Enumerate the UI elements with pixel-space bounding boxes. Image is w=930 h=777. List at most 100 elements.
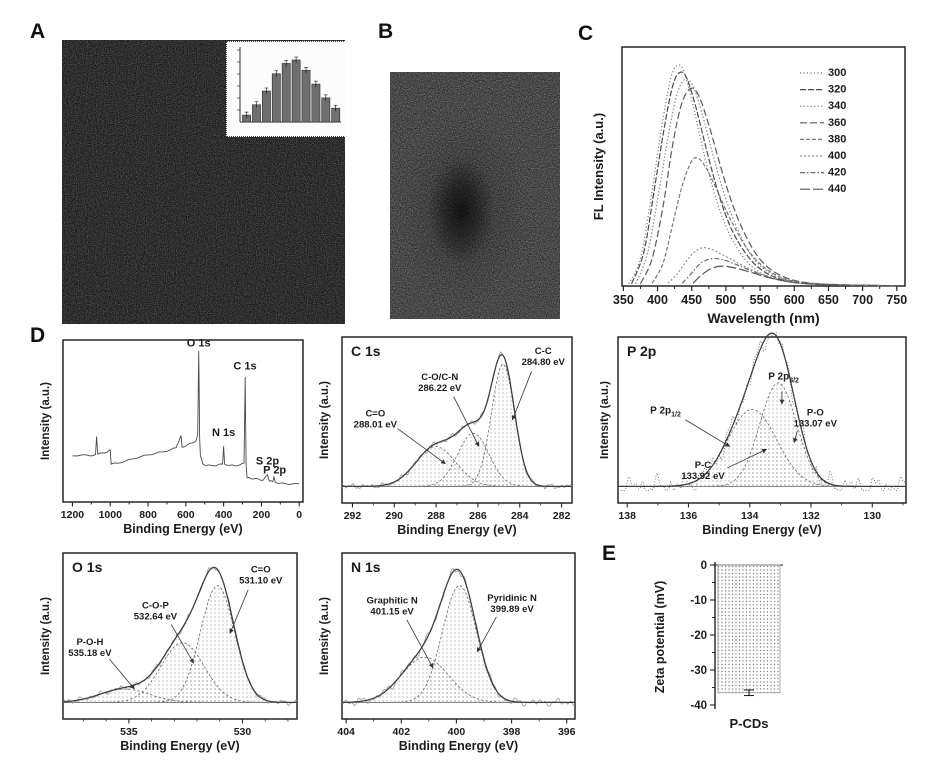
legend-entry: 380 — [800, 133, 846, 145]
svg-text:0: 0 — [296, 509, 302, 521]
svg-text:Binding Energy (eV): Binding Energy (eV) — [702, 523, 821, 537]
svg-text:Wavelength (nm): Wavelength (nm) — [707, 310, 819, 326]
xps-c1s-svg: 282 284 286 288 290 292 Binding Energy (eV) Int… — [319, 336, 573, 537]
svg-text:P 2p1/2: P 2p1/2 — [650, 405, 681, 418]
svg-text:C=O: C=O — [365, 408, 385, 419]
svg-text:401.15 eV: 401.15 eV — [370, 606, 414, 617]
svg-text:P 2p: P 2p — [627, 343, 656, 359]
svg-text:320: 320 — [828, 84, 846, 96]
panel-b-hrtem-image — [390, 72, 560, 319]
svg-text:288.01 eV: 288.01 eV — [354, 419, 398, 430]
svg-text:132: 132 — [802, 510, 820, 522]
xps-survey-chart: 1200 1000 800 600 400 200 0 Binding Energy (eV)… — [38, 332, 338, 547]
svg-text:P-CDs: P-CDs — [729, 716, 768, 731]
svg-text:350: 350 — [613, 293, 634, 307]
svg-text:Zeta potential (mV): Zeta potential (mV) — [653, 581, 667, 694]
xps-p2p-chart: 130 132 134 136 138 Binding Energy (eV) Intens… — [599, 325, 920, 547]
svg-text:FL Intensity (a.u.): FL Intensity (a.u.) — [592, 113, 606, 220]
zeta-bar-svg: 0 -10 -20 -30 -40 Zeta potential (mV) P-CDs — [653, 560, 783, 731]
xps-p2p-svg: 130 132 134 136 138 Binding Energy (eV) Intens… — [599, 325, 907, 537]
svg-text:Binding Energy (eV): Binding Energy (eV) — [397, 523, 516, 537]
svg-text:C-O-P: C-O-P — [142, 600, 170, 611]
panel-a-size-histogram-inset — [226, 41, 345, 137]
svg-text:420: 420 — [828, 167, 846, 179]
svg-text:Binding Energy (eV): Binding Energy (eV) — [120, 739, 239, 753]
legend-entry: 420 — [800, 167, 846, 179]
xps-c1s-chart: 282 284 286 288 290 292 Binding Energy (eV) Int… — [318, 332, 600, 547]
svg-text:400: 400 — [647, 293, 668, 307]
svg-text:600: 600 — [177, 509, 195, 521]
panel-b-label: B — [378, 20, 394, 43]
svg-text:Binding Energy (eV): Binding Energy (eV) — [399, 739, 518, 753]
svg-text:O 1s: O 1s — [187, 338, 211, 350]
svg-text:134: 134 — [741, 510, 759, 522]
svg-text:Pyridinic N: Pyridinic N — [487, 593, 537, 604]
svg-text:P-O: P-O — [807, 408, 824, 419]
panel-a-tem-image — [62, 40, 345, 324]
svg-text:700: 700 — [852, 293, 873, 307]
svg-text:C 1s: C 1s — [233, 361, 256, 373]
svg-text:286: 286 — [469, 510, 487, 522]
svg-text:399.89 eV: 399.89 eV — [490, 604, 534, 615]
legend-entry: 320 — [800, 84, 846, 96]
panel-c-label: C — [578, 22, 594, 45]
legend-entry: 400 — [800, 150, 846, 162]
svg-text:Binding Energy (eV): Binding Energy (eV) — [123, 522, 242, 536]
svg-text:-10: -10 — [690, 595, 707, 607]
svg-text:N 1s: N 1s — [212, 427, 235, 439]
panel-d-label: D — [30, 324, 46, 347]
svg-text:P 2p3/2: P 2p3/2 — [768, 371, 799, 384]
svg-text:Intensity (a.u.): Intensity (a.u.) — [40, 382, 52, 460]
svg-text:Graphitic N: Graphitic N — [366, 595, 417, 606]
svg-text:Intensity (a.u.): Intensity (a.u.) — [600, 381, 611, 459]
xps-o1s-chart: 530 535 Binding Energy (eV) Intensity (a.u.… — [38, 548, 338, 763]
svg-text:Intensity (a.u.): Intensity (a.u.) — [319, 597, 331, 675]
svg-text:0: 0 — [701, 560, 707, 572]
svg-text:P 2p: P 2p — [263, 465, 286, 477]
hrtem-noise-texture — [390, 72, 560, 319]
svg-text:398: 398 — [503, 726, 521, 738]
svg-text:800: 800 — [139, 509, 157, 521]
svg-text:-40: -40 — [690, 700, 707, 712]
svg-text:600: 600 — [784, 293, 805, 307]
svg-text:400: 400 — [215, 509, 233, 521]
svg-text:O 1s: O 1s — [72, 559, 103, 575]
svg-text:-30: -30 — [690, 665, 707, 677]
svg-text:300: 300 — [828, 67, 846, 79]
legend-entry: 340 — [800, 100, 846, 112]
svg-text:530: 530 — [234, 726, 252, 738]
svg-text:C-O/C-N: C-O/C-N — [421, 372, 458, 383]
svg-text:Intensity (a.u.): Intensity (a.u.) — [40, 597, 52, 675]
svg-text:380: 380 — [828, 133, 846, 145]
svg-text:500: 500 — [715, 293, 736, 307]
svg-text:292: 292 — [344, 510, 362, 522]
svg-text:750: 750 — [886, 293, 907, 307]
svg-text:531.10 eV: 531.10 eV — [239, 576, 283, 587]
svg-text:136: 136 — [680, 510, 698, 522]
xps-n1s-svg: 396 398 400 402 404 Binding Energy (eV) Intens… — [319, 552, 576, 753]
svg-text:450: 450 — [681, 293, 702, 307]
svg-text:1200: 1200 — [61, 509, 85, 521]
svg-text:284: 284 — [511, 510, 529, 522]
svg-text:284.80 eV: 284.80 eV — [522, 357, 566, 368]
svg-text:535: 535 — [120, 726, 138, 738]
xps-survey-svg: 1200 1000 800 600 400 200 0 Binding Energy (eV)… — [40, 338, 304, 536]
svg-text:440: 440 — [828, 183, 846, 195]
svg-text:133.92 eV: 133.92 eV — [681, 471, 725, 482]
panel-e-label: E — [602, 542, 617, 565]
svg-text:P-O-H: P-O-H — [76, 637, 103, 648]
svg-text:200: 200 — [253, 509, 271, 521]
svg-text:360: 360 — [828, 117, 846, 129]
svg-text:-20: -20 — [690, 630, 707, 642]
legend-entry: 300 — [800, 67, 846, 79]
svg-text:404: 404 — [337, 726, 355, 738]
svg-text:400: 400 — [448, 726, 466, 738]
svg-text:650: 650 — [818, 293, 839, 307]
svg-text:288: 288 — [427, 510, 445, 522]
svg-text:400: 400 — [828, 150, 846, 162]
xps-n1s-chart: 396 398 400 402 404 Binding Energy (eV) Intens… — [318, 548, 602, 763]
size-histogram-svg — [237, 47, 341, 123]
svg-text:C 1s: C 1s — [351, 343, 381, 359]
